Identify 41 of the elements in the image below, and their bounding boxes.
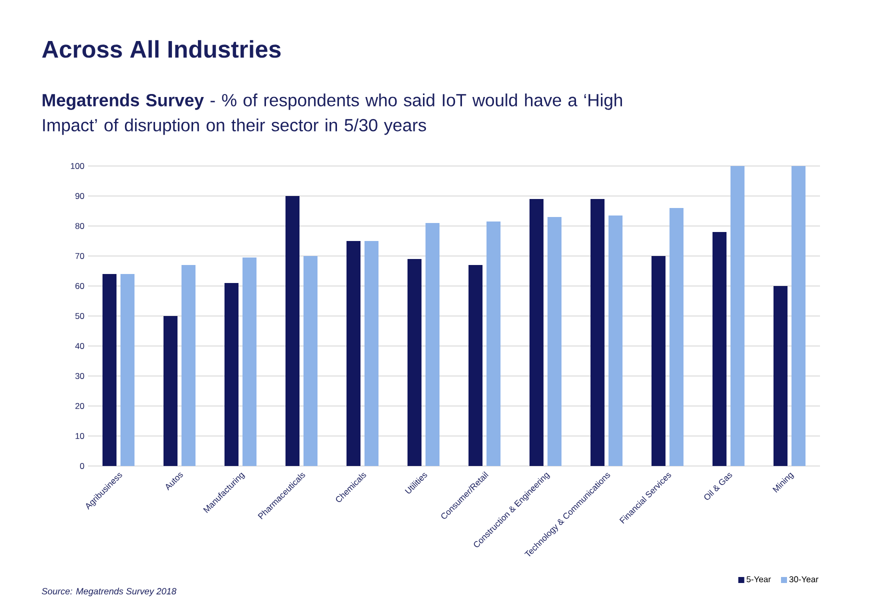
bar: [182, 264, 196, 466]
y-tick-label: 90: [75, 192, 84, 199]
bar: [792, 166, 806, 466]
y-tick-label: 40: [75, 342, 84, 349]
legend-label: 30-Year: [789, 576, 818, 582]
bar: [530, 198, 544, 466]
y-tick-label: 60: [75, 282, 84, 289]
bar: [774, 286, 788, 466]
bar: [286, 196, 300, 466]
bar: [426, 222, 440, 466]
y-tick-label: 10: [76, 432, 84, 440]
x-tick-label: Oil & Gas: [704, 472, 732, 500]
bar: [164, 316, 178, 466]
bar: [120, 274, 135, 466]
source-note: Source: Megatrends Survey 2018: [42, 588, 176, 596]
bar: [590, 198, 605, 466]
bar: [224, 283, 239, 466]
y-tick-label: 20: [75, 402, 84, 410]
y-tick-label: 50: [75, 312, 84, 319]
bar: [468, 264, 483, 466]
bar: [548, 217, 562, 466]
y-tick-label: 100: [70, 162, 84, 169]
y-tick-label: 70: [75, 252, 84, 259]
y-tick-label: 30: [75, 372, 84, 379]
bar: [486, 221, 501, 466]
bar: [652, 256, 666, 466]
bar: [608, 215, 623, 466]
chart-subtitle: Megatrends Survey - % of respondents who said IoT would have a ‘High Impact’ of disruption on their sector in 5/30 years: [42, 94, 622, 135]
bar: [670, 208, 684, 466]
bar: [304, 256, 318, 466]
chart-title: Across All Industries: [42, 40, 281, 58]
bar: [408, 259, 422, 466]
bar: [364, 240, 379, 466]
bar: [242, 257, 256, 466]
legend-label: 5-Year: [746, 576, 771, 582]
bar: [346, 240, 361, 466]
y-tick-label: 0: [80, 462, 84, 470]
bar: [712, 232, 727, 466]
y-tick-label: 80: [75, 222, 84, 229]
bar: [730, 166, 745, 466]
bar: [102, 274, 116, 466]
